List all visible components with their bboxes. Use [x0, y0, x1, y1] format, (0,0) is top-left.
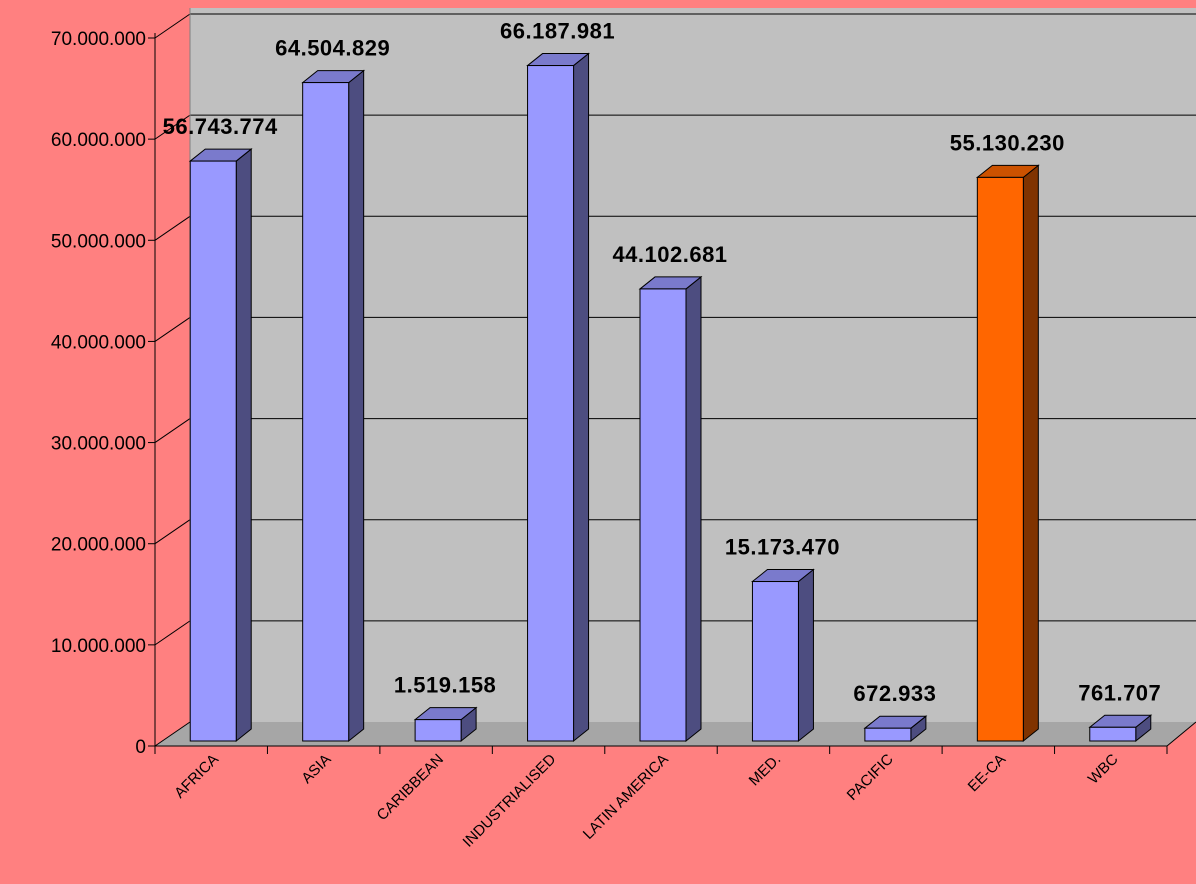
- x-tick-label: MED.: [746, 751, 785, 790]
- data-label: 56.743.774: [163, 114, 278, 139]
- bar-front: [639, 288, 687, 742]
- gridline-depth: [154, 620, 191, 646]
- y-tick-label: 40.000.000: [51, 332, 146, 353]
- data-label: 66.187.981: [500, 19, 615, 44]
- bar-front: [976, 176, 1024, 742]
- data-labels: 56.743.774 64.504.829 1.519.158 66.187.981 4…: [163, 19, 1161, 707]
- x-tick-label: PACIFIC: [844, 751, 897, 804]
- bar-front: [527, 65, 575, 742]
- data-label: 64.504.829: [275, 36, 390, 61]
- x-tick-label: CARIBBEAN: [374, 751, 447, 824]
- y-tick-label: 50.000.000: [51, 231, 146, 252]
- y-tick-label: 20.000.000: [51, 535, 146, 556]
- data-label: 44.102.681: [612, 242, 727, 267]
- y-axis: 0 10.000.000 20.000.000 30.000.000 40.000.00…: [51, 29, 156, 758]
- bar-front: [1089, 726, 1137, 742]
- gridline-depth: [154, 215, 191, 241]
- gridline-depth: [154, 13, 191, 39]
- bar: [751, 568, 815, 743]
- x-tick-label: AFRICA: [171, 751, 222, 802]
- bar: [863, 715, 928, 743]
- gridline-depth: [154, 519, 191, 545]
- bar: [638, 275, 703, 743]
- bar: [975, 164, 1040, 743]
- y-tick-label: 10.000.000: [51, 636, 146, 657]
- x-tick-label: EE-CA: [965, 751, 1009, 795]
- bar-side: [685, 275, 702, 743]
- bar-side: [348, 69, 365, 743]
- x-tick-label: INDUSTRIALISED: [460, 751, 560, 851]
- y-tick-label: 60.000.000: [51, 130, 146, 151]
- bar-side: [573, 52, 590, 743]
- y-tick-label: 70.000.000: [51, 29, 146, 50]
- bar-front: [414, 719, 462, 742]
- bar-front: [864, 727, 912, 742]
- bar: [413, 706, 478, 743]
- y-tick-label: 0: [135, 737, 146, 758]
- bar: [301, 69, 366, 743]
- x-axis-depth: [1166, 721, 1196, 747]
- bar-front: [189, 160, 237, 742]
- gridline-depth: [154, 721, 191, 747]
- x-tick-label: LATIN AMERICA: [580, 751, 672, 843]
- data-label: 1.519.158: [394, 673, 496, 698]
- x-tick-label: WBC: [1085, 751, 1122, 788]
- gridline-depth: [154, 114, 191, 140]
- data-label: 761.707: [1078, 680, 1161, 705]
- bars: [188, 52, 1153, 743]
- bar-side: [797, 568, 814, 743]
- y-tick-label: 30.000.000: [51, 434, 146, 455]
- bar-side: [1022, 164, 1039, 743]
- data-label: 672.933: [853, 681, 936, 706]
- bar-front: [751, 581, 799, 742]
- bar: [188, 148, 253, 743]
- bar-side: [235, 148, 252, 743]
- data-label: 15.173.470: [725, 535, 840, 560]
- gridline-depth: [154, 418, 191, 443]
- bar: [526, 52, 590, 743]
- bar: [1088, 714, 1153, 743]
- data-label: 55.130.230: [950, 130, 1065, 155]
- x-tick-label: ASIA: [298, 751, 334, 787]
- bar-front: [302, 82, 350, 742]
- gridline-depth: [154, 317, 191, 342]
